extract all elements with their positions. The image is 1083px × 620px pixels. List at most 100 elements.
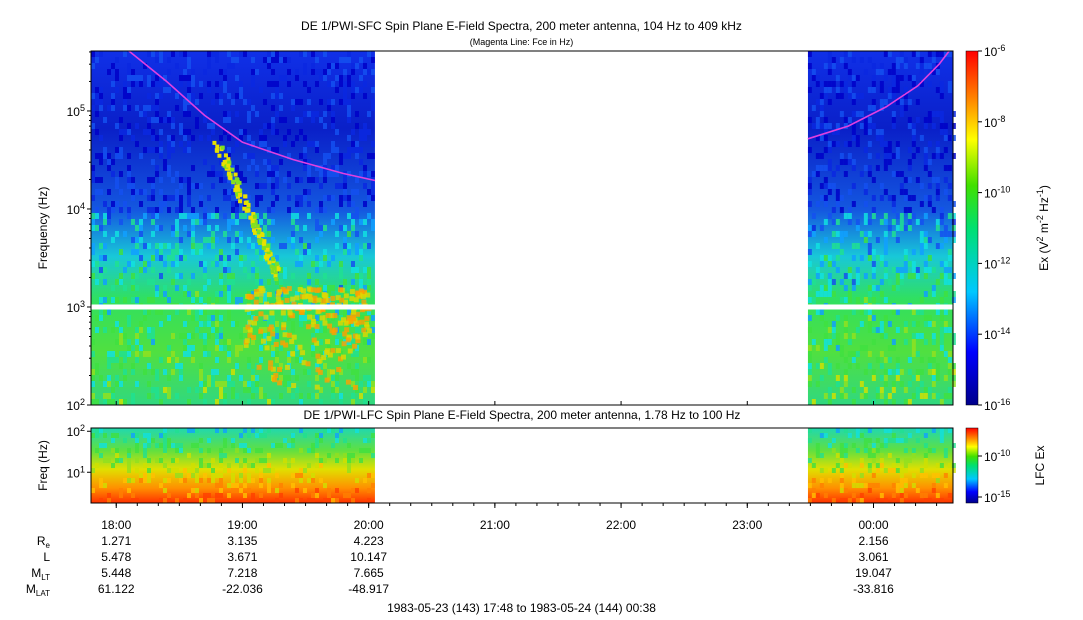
sfc-cell: [291, 273, 295, 279]
sfc-cell: [99, 105, 103, 111]
sfc-emission-cell: [287, 310, 293, 316]
sfc-cell: [203, 333, 207, 339]
sfc-cell: [939, 243, 944, 249]
sfc-cell: [911, 309, 916, 315]
sfc-cell: [883, 273, 888, 279]
sfc-cell: [919, 237, 924, 243]
lfc-cell: [903, 458, 908, 463]
sfc-cell: [311, 141, 315, 147]
sfc-cell: [111, 99, 115, 105]
sfc-cell: [307, 171, 311, 177]
sfc-cell: [847, 93, 852, 99]
sfc-cell: [115, 201, 119, 207]
sfc-cell: [187, 279, 191, 285]
sfc-cell: [291, 369, 295, 375]
sfc-cell: [815, 153, 820, 159]
sfc-cell: [259, 183, 263, 189]
sfc-cell: [287, 129, 291, 135]
lfc-cell: [199, 458, 203, 463]
sfc-cell: [223, 177, 227, 183]
sfc-cell: [139, 189, 143, 195]
sfc-cell: [243, 255, 247, 261]
sfc-cell: [355, 363, 359, 369]
sfc-emission-cell: [316, 287, 322, 293]
sfc-cell: [307, 189, 311, 195]
sfc-cell: [275, 147, 279, 153]
sfc-cell: [347, 243, 351, 249]
sfc-cell: [335, 213, 339, 219]
lfc-cell: [911, 473, 916, 478]
sfc-band-gap-1khz: [91, 304, 953, 310]
sfc-cell: [99, 87, 103, 93]
sfc-cell: [167, 267, 171, 273]
sfc-cell: [939, 333, 944, 339]
sfc-cell: [839, 297, 844, 303]
sfc-cell: [827, 99, 832, 105]
sfc-cell: [171, 369, 175, 375]
sfc-cell: [847, 51, 852, 57]
sfc-cell: [843, 141, 848, 147]
sfc-cell: [903, 75, 908, 81]
sfc-cell: [219, 135, 223, 141]
sfc-cell: [915, 147, 920, 153]
sfc-cell: [323, 171, 327, 177]
sfc-cell: [847, 297, 852, 303]
sfc-cell: [855, 219, 860, 225]
sfc-cell: [335, 243, 339, 249]
sfc-cell: [99, 177, 103, 183]
lfc-cell: [99, 453, 103, 458]
sfc-cell: [807, 285, 812, 291]
sfc-cell: [367, 381, 371, 387]
lfc-cell: [223, 468, 227, 473]
sfc-cell: [215, 93, 219, 99]
sfc-cell: [807, 279, 812, 285]
sfc-cell: [167, 387, 171, 393]
sfc-cell: [903, 261, 908, 267]
sfc-cell: [923, 195, 928, 201]
sfc-cell: [915, 321, 920, 327]
sfc-cell: [151, 333, 155, 339]
sfc-cell: [171, 147, 175, 153]
sfc-cell: [343, 93, 347, 99]
sfc-cell: [347, 57, 351, 63]
sfc-cell: [319, 291, 323, 297]
sfc-cell: [171, 231, 175, 237]
lfc-cell: [227, 463, 231, 468]
lfc-cell: [863, 443, 868, 448]
sfc-cell: [299, 201, 303, 207]
lfc-cell: [163, 443, 167, 448]
sfc-cell: [939, 339, 944, 345]
sfc-cell: [371, 225, 375, 231]
sfc-cell: [275, 57, 279, 63]
sfc-cell: [227, 51, 231, 57]
sfc-cell: [263, 297, 267, 303]
lfc-cell: [871, 443, 876, 448]
sfc-cell: [99, 297, 103, 303]
sfc-cell: [927, 111, 932, 117]
sfc-cell: [895, 75, 900, 81]
sfc-cell: [327, 285, 331, 291]
sfc-cell: [871, 285, 876, 291]
sfc-cell: [271, 321, 275, 327]
sfc-cell: [947, 357, 952, 363]
sfc-cell: [147, 51, 151, 57]
sfc-cell: [111, 207, 115, 213]
sfc-cell: [263, 57, 267, 63]
lfc-cell: [147, 458, 151, 463]
sfc-cell: [227, 345, 231, 351]
sfc-cell: [99, 51, 103, 57]
lfc-cell: [867, 453, 872, 458]
sfc-streak-cell: [273, 274, 278, 279]
lfc-cell: [243, 428, 247, 433]
sfc-cell: [895, 213, 900, 219]
sfc-cell: [823, 87, 828, 93]
sfc-cell: [879, 327, 884, 333]
lfc-cell: [99, 483, 103, 488]
sfc-cell: [151, 177, 155, 183]
lfc-cell: [367, 488, 371, 493]
sfc-emission-cell: [266, 292, 272, 298]
lfc-cell: [815, 493, 820, 498]
sfc-cell: [331, 147, 335, 153]
sfc-cell: [351, 87, 355, 93]
sfc-cell: [195, 123, 199, 129]
